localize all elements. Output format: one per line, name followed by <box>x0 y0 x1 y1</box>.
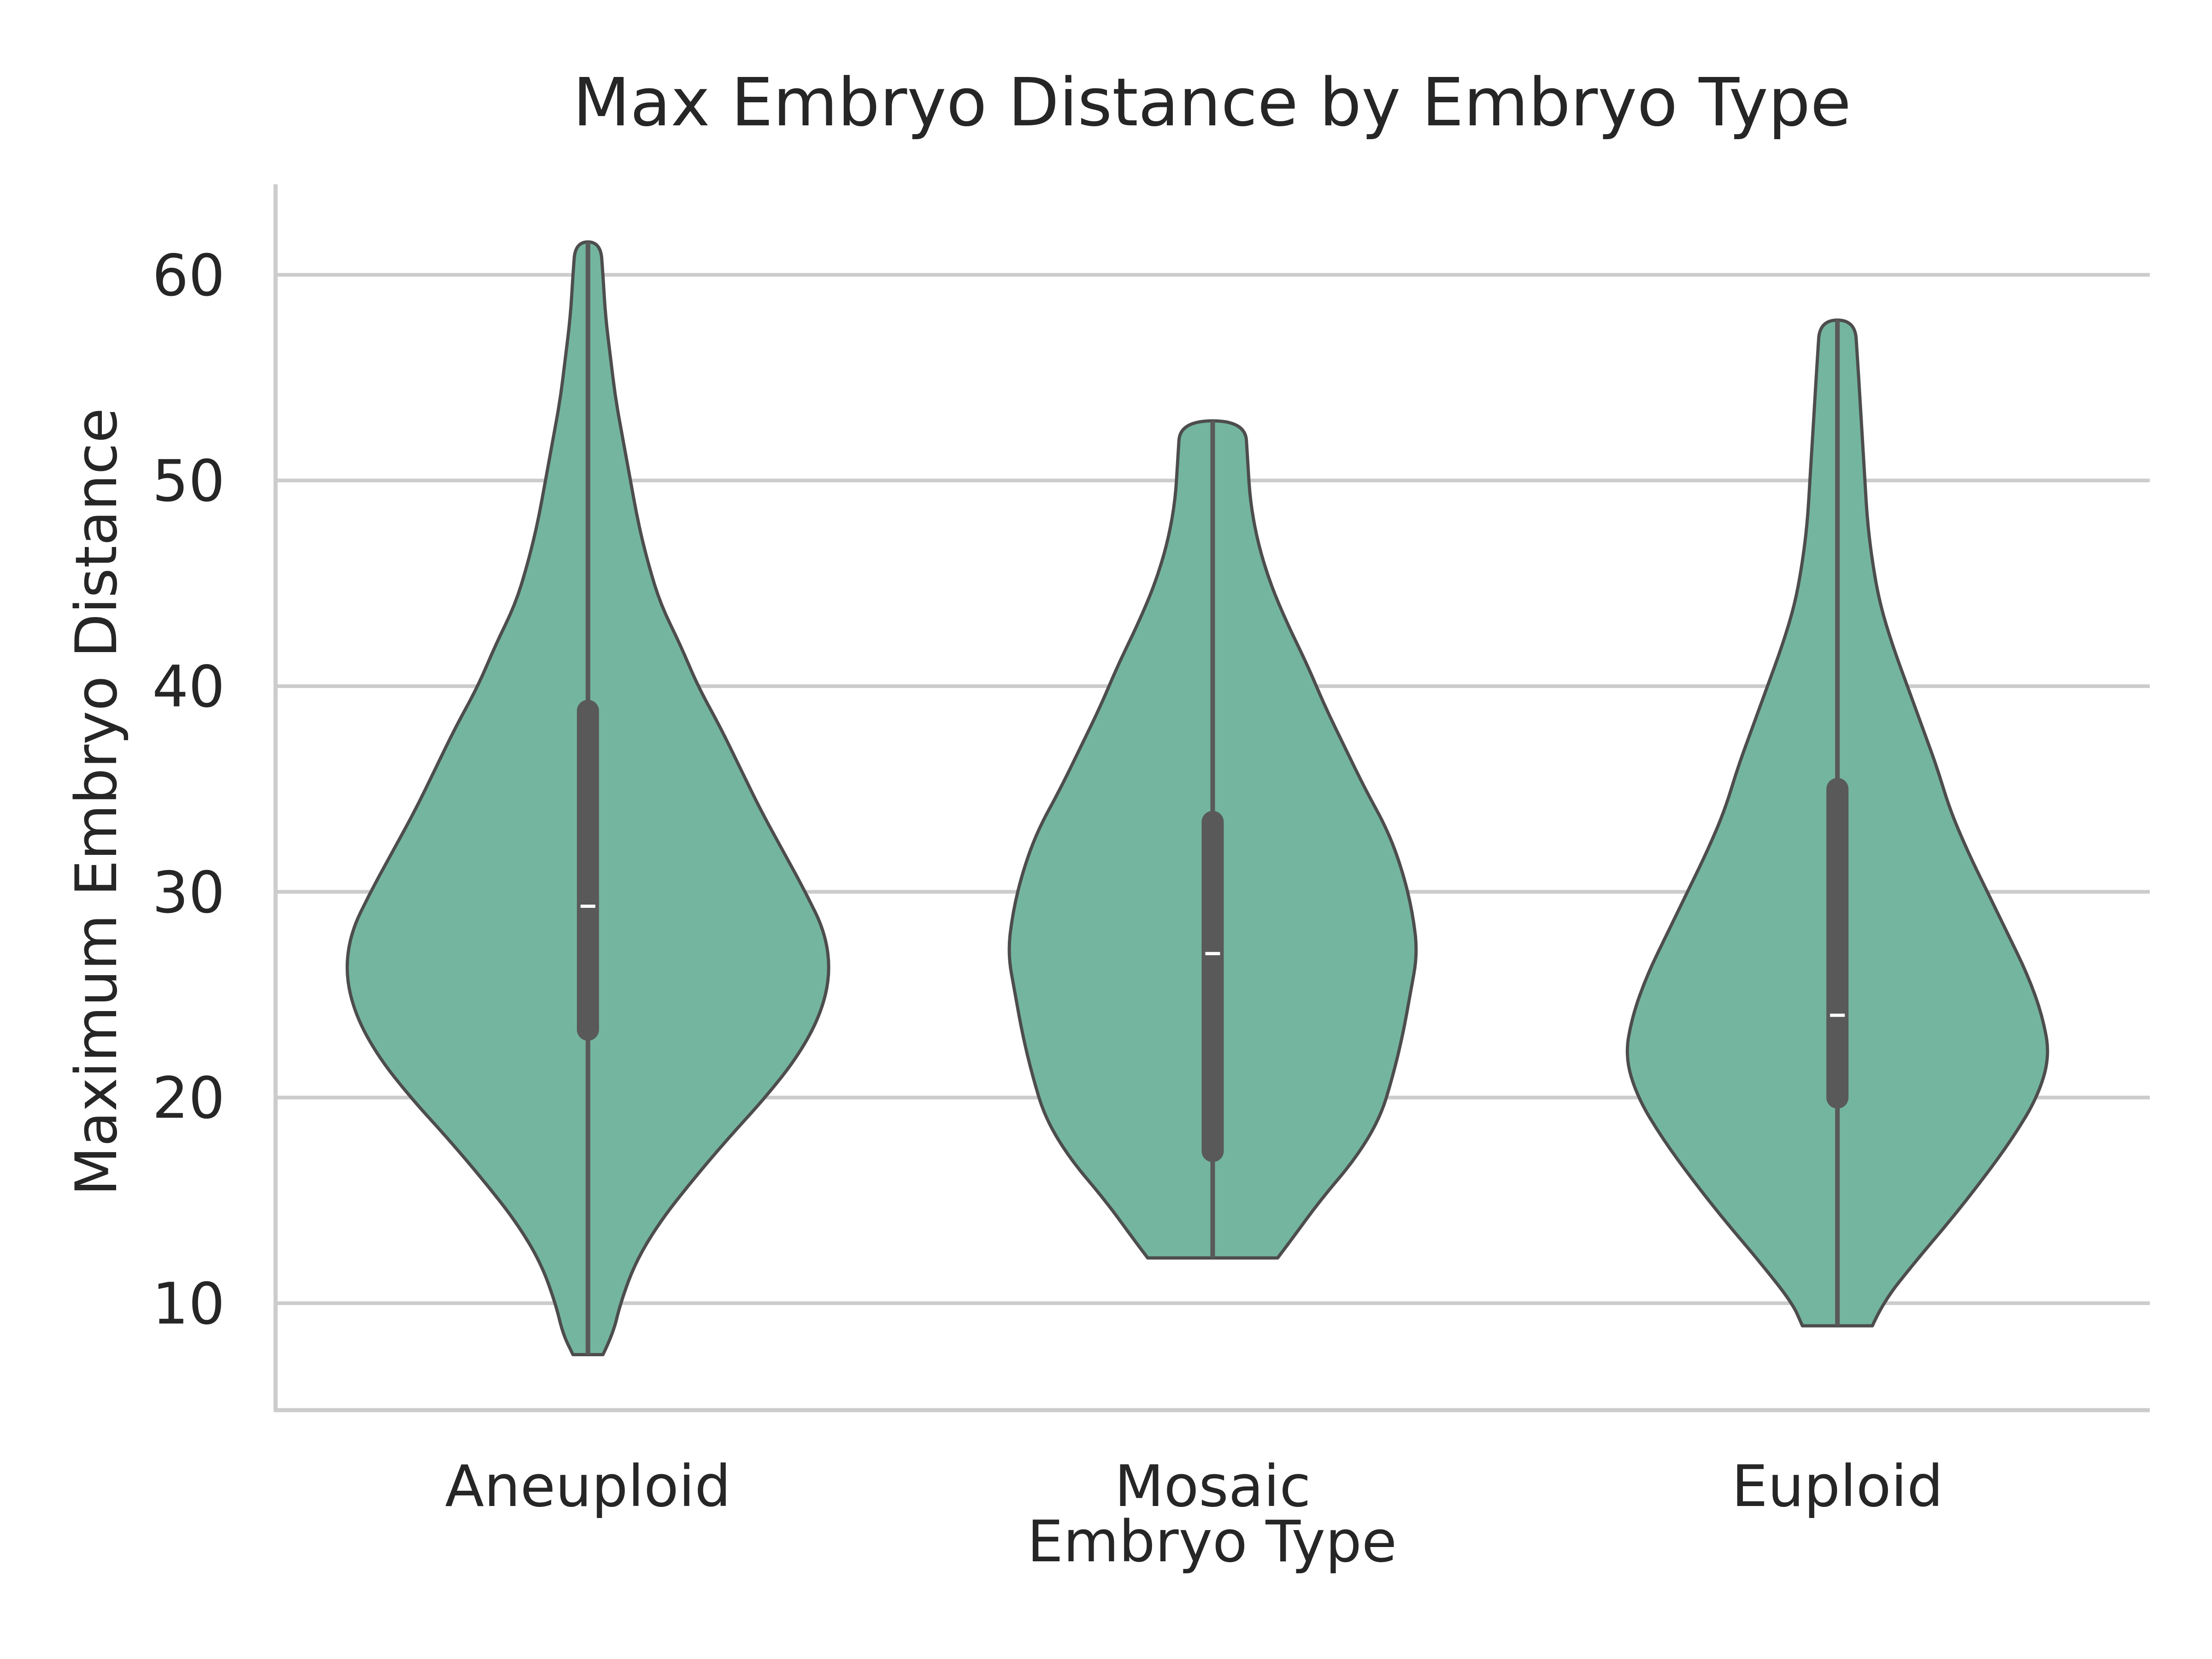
y-tick-label-50: 50 <box>152 448 225 515</box>
y-tick-label-10: 10 <box>152 1271 225 1337</box>
violins <box>345 240 2049 1356</box>
x-tick-label-euploid: Euploid <box>1732 1453 1943 1520</box>
x-tick-label-mosaic: Mosaic <box>1114 1453 1311 1520</box>
chart-title: Max Embryo Distance by Embryo Type <box>573 64 1851 141</box>
y-tick-label-20: 20 <box>152 1065 225 1132</box>
y-tick-label-40: 40 <box>152 654 225 720</box>
violin-euploid <box>1625 318 2049 1328</box>
x-tick-label-aneuploid: Aneuploid <box>445 1453 731 1520</box>
x-axis-label: Embryo Type <box>1027 1509 1397 1575</box>
axis-spines <box>273 184 2150 1412</box>
tick-labels: 10 20 30 40 50 60 Aneuploid Mosaic Euploid <box>152 242 1943 1520</box>
y-axis-label: Maximum Embryo Distance <box>64 408 130 1196</box>
violin-aneuploid <box>345 240 830 1356</box>
y-tick-label-60: 60 <box>152 242 225 309</box>
y-tick-label-30: 30 <box>152 859 225 926</box>
violin-mosaic <box>1007 419 1418 1260</box>
